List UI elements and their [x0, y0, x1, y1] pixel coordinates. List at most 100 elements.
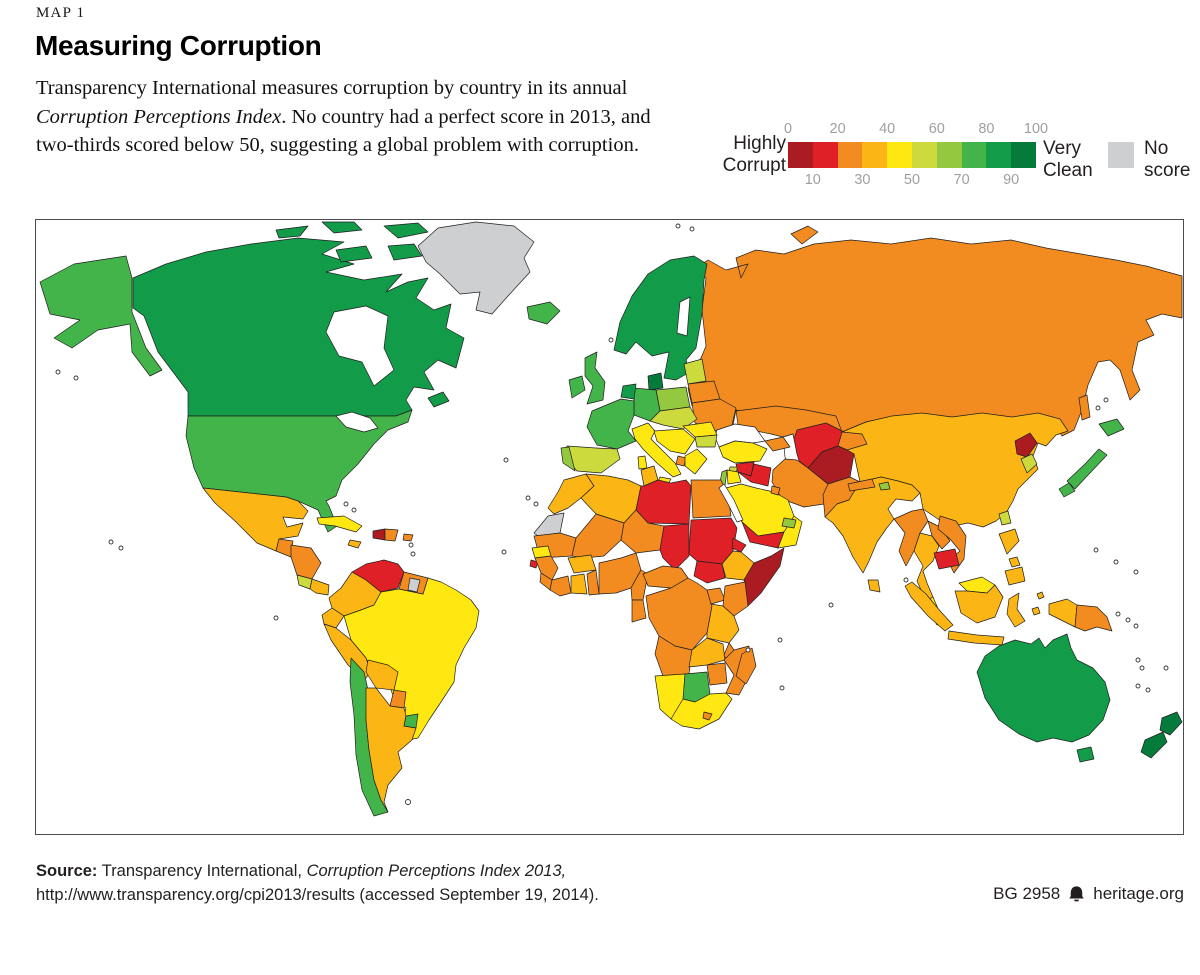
water-red-sea [718, 483, 744, 523]
country-moluccas-1 [1031, 606, 1041, 616]
legend-color-scale [788, 142, 1036, 168]
country-japan-hokkaido [1098, 418, 1125, 437]
country-scandinavia [613, 255, 708, 381]
country-kenya [722, 581, 749, 617]
country-cameroon [630, 569, 649, 601]
country-gabon-congo [631, 599, 647, 623]
country-togo-benin [586, 569, 600, 596]
country-cuba [316, 515, 363, 533]
country-drc [645, 577, 713, 651]
country-arctic-island-2 [321, 221, 363, 234]
country-oman [777, 515, 803, 549]
country-bhutan [878, 481, 891, 491]
country-baltics [683, 358, 707, 385]
tick-70: 70 [953, 172, 970, 188]
country-puerto-rico [402, 533, 414, 542]
country-caucasus [764, 436, 791, 452]
page-title: Measuring Corruption [35, 30, 322, 61]
intro-italic: Corruption Perceptions Index [36, 105, 282, 128]
country-canada [132, 237, 465, 417]
tick-60: 60 [928, 121, 945, 137]
intro-part2: . No country had a perfect score in 2013… [36, 105, 651, 157]
country-philippines-mindanao [1004, 566, 1026, 586]
country-greece [684, 448, 708, 475]
country-tasmania [1076, 746, 1095, 763]
country-guatemala [275, 538, 294, 558]
country-japan-honshu [1066, 448, 1108, 490]
country-nepal [847, 478, 876, 492]
country-france [586, 398, 637, 450]
color-legend: Highly Corrupt 0 20 40 60 80 100 10 30 5… [700, 120, 1198, 198]
country-turkey [718, 440, 768, 464]
map-kicker: MAP 1 [36, 5, 86, 21]
country-burkina-faso [567, 554, 597, 574]
country-alaska [39, 255, 163, 377]
legend-swatch-no-score [1108, 142, 1134, 168]
country-arctic-island-5 [387, 243, 423, 261]
water-great-lakes [335, 411, 379, 433]
legend-ticks-bottom: 10 30 50 70 90 [788, 172, 1036, 188]
country-moluccas-2 [1036, 591, 1045, 600]
source-pre: Transparency International, [97, 862, 307, 880]
country-chad [659, 523, 690, 571]
country-south-sudan [693, 560, 726, 584]
tick-10: 10 [804, 172, 821, 188]
country-russia [687, 237, 1183, 437]
water-gulf-of-bothnia [676, 296, 691, 337]
country-java [947, 630, 1005, 646]
country-italy [631, 422, 682, 478]
country-netherlands [620, 383, 637, 400]
legend-swatch-8 [986, 142, 1012, 168]
legend-label-very-clean: Very Clean [1043, 138, 1093, 181]
country-novaya-zemlya [790, 225, 819, 245]
country-uruguay [403, 713, 419, 729]
heritage-bell-icon [1069, 886, 1084, 902]
country-uae [781, 517, 797, 529]
country-philippines-visayas [1008, 556, 1021, 568]
intro-paragraph: Transparency International measures corr… [36, 74, 684, 160]
tick-80: 80 [978, 121, 995, 137]
tick-20: 20 [829, 121, 846, 137]
country-south-africa [670, 692, 733, 730]
country-eritrea [731, 537, 747, 553]
country-laos [927, 520, 951, 550]
country-sumatra [904, 581, 954, 632]
legend-swatch-6 [936, 142, 962, 168]
intro-part1: Transparency International measures corr… [36, 77, 628, 99]
world-map-svg [39, 221, 1183, 817]
country-libya [635, 479, 692, 525]
country-portugal [560, 446, 576, 472]
legend-swatch-2 [837, 142, 863, 168]
country-south-korea [1020, 453, 1038, 474]
legend-swatch-4 [887, 142, 912, 168]
country-new-zealand-north [1159, 711, 1183, 736]
country-philippines-luzon [998, 528, 1020, 555]
source-note: Source: Transparency International, Corr… [36, 860, 599, 907]
country-lesotho [702, 711, 713, 721]
country-kyrgyzstan-tajikistan [837, 431, 868, 451]
country-honduras-nicaragua [290, 544, 322, 580]
legend-swatch-1 [812, 142, 838, 168]
country-guinea-bissau [529, 559, 539, 569]
source-italic: Corruption Perceptions Index 2013, [306, 862, 567, 880]
country-sakhalin [1078, 394, 1091, 421]
country-mali [571, 513, 625, 559]
tick-0: 0 [783, 121, 793, 137]
doc-id: BG 2958 [993, 884, 1061, 903]
country-jordan [726, 469, 742, 485]
country-ecuador [321, 607, 345, 629]
country-dominican-republic [384, 528, 399, 542]
country-iceland [526, 301, 561, 325]
legend-swatch-9 [1011, 142, 1036, 168]
document-id-line: BG 2958 heritage.org [993, 884, 1184, 904]
country-north-korea [1014, 432, 1038, 458]
country-arctic-island-1 [275, 225, 309, 239]
country-bulgaria [694, 434, 718, 448]
country-japan-kyushu [1058, 482, 1076, 498]
site-label: heritage.org [1093, 884, 1184, 903]
tick-100: 100 [1023, 121, 1049, 137]
country-mexico [202, 487, 309, 552]
country-western-sahara [533, 512, 565, 537]
legend-label-no-score: No score [1144, 138, 1191, 181]
